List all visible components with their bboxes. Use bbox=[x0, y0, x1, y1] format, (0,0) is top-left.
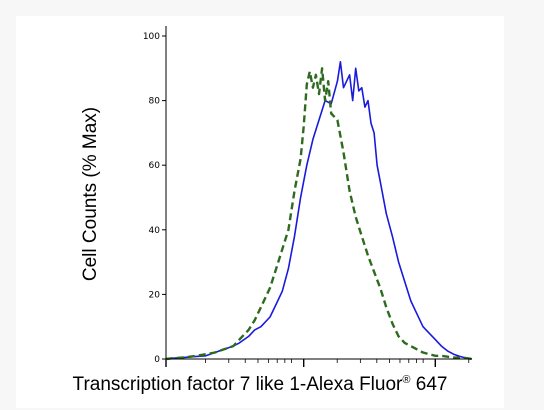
y-tick-label: 0 bbox=[154, 355, 160, 365]
x-axis-label-text: Transcription factor 7 like 1-Alexa Fluo… bbox=[72, 374, 403, 395]
histogram-chart: 0 20 40 60 80 100 Cell Counts (% Max) bbox=[80, 26, 473, 367]
registered-mark: ® bbox=[402, 374, 411, 386]
series-group bbox=[165, 60, 473, 361]
series-line-solid-blue bbox=[165, 60, 473, 360]
chart-card: 0 20 40 60 80 100 Cell Counts (% Max) Transcr… bbox=[16, 16, 504, 408]
y-tick-label: 40 bbox=[149, 226, 161, 236]
y-tick-label: 80 bbox=[149, 97, 161, 107]
y-axis-ticks: 0 20 40 60 80 100 bbox=[143, 32, 166, 365]
y-tick-label: 100 bbox=[143, 32, 160, 42]
y-tick-label: 60 bbox=[149, 161, 161, 171]
x-axis-label-channel: 647 bbox=[415, 374, 448, 395]
y-tick-label: 20 bbox=[149, 290, 161, 300]
x-axis-ticks bbox=[165, 359, 470, 367]
y-axis-label: Cell Counts (% Max) bbox=[80, 107, 101, 281]
x-axis-label: Transcription factor 7 like 1-Alexa Fluo… bbox=[16, 374, 504, 396]
series-line-dashed-green bbox=[165, 67, 473, 361]
x-axis-label-suffix: 647 bbox=[410, 374, 448, 395]
